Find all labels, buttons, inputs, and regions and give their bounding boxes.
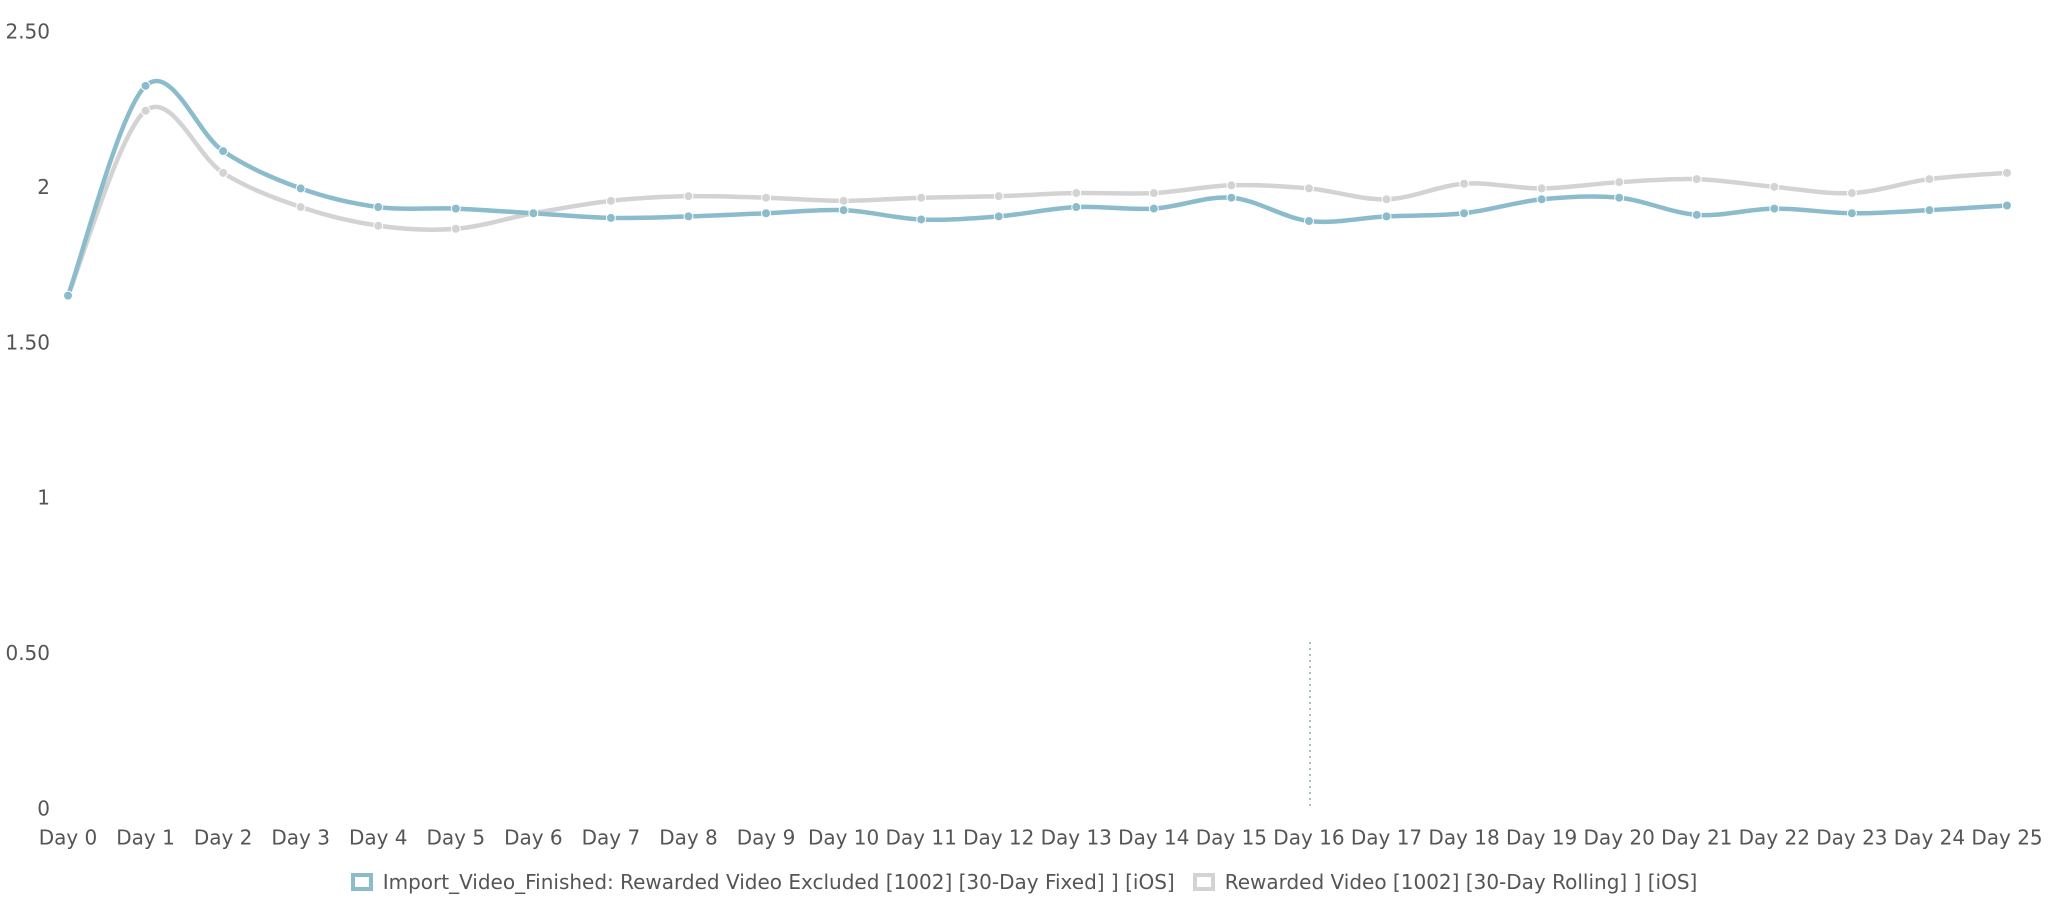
point <box>761 208 772 219</box>
point <box>1614 192 1625 203</box>
y-tick-label: 0 <box>37 797 50 821</box>
point <box>993 191 1004 202</box>
point <box>1148 203 1159 214</box>
x-tick-label: Day 13 <box>1041 826 1112 850</box>
point <box>1303 216 1314 227</box>
legend-item[interactable]: Rewarded Video [1002] [30-Day Rolling] ]… <box>1192 870 1698 894</box>
point <box>1071 188 1082 199</box>
point <box>1381 194 1392 205</box>
y-tick-label: 2.50 <box>5 20 50 44</box>
x-tick-label: Day 23 <box>1816 826 1887 850</box>
legend-label: Import_Video_Finished: Rewarded Video Ex… <box>382 870 1175 894</box>
x-tick-label: Day 4 <box>349 826 408 850</box>
x-tick-label: Day 0 <box>39 826 98 850</box>
point <box>295 202 306 213</box>
point <box>450 203 461 214</box>
point <box>1691 209 1702 220</box>
point <box>1459 178 1470 189</box>
x-tick-label: Day 2 <box>194 826 253 850</box>
x-tick-label: Day 11 <box>886 826 957 850</box>
point <box>1691 174 1702 185</box>
legend: Import_Video_Finished: Rewarded Video Ex… <box>0 870 2048 894</box>
point <box>683 211 694 222</box>
x-tick-label: Day 10 <box>808 826 879 850</box>
x-tick-label: Day 22 <box>1739 826 1810 850</box>
point <box>2002 167 2012 178</box>
point <box>295 183 306 194</box>
x-tick-label: Day 25 <box>1971 826 2042 850</box>
series-line <box>65 78 2008 297</box>
x-tick-label: Day 3 <box>271 826 330 850</box>
x-tick-label: Day 21 <box>1661 826 1732 850</box>
legend-swatch <box>1192 873 1215 891</box>
point <box>1614 177 1625 188</box>
x-tick-label: Day 12 <box>963 826 1034 850</box>
legend-swatch <box>350 873 373 891</box>
point <box>838 195 849 206</box>
point <box>993 211 1004 222</box>
point <box>1148 188 1159 199</box>
y-tick-label: 0.50 <box>5 641 50 665</box>
x-tick-label: Day 17 <box>1351 826 1422 850</box>
point <box>1226 192 1237 203</box>
y-tick-label: 1 <box>37 486 50 510</box>
x-tick-label: Day 14 <box>1118 826 1189 850</box>
point <box>218 146 229 157</box>
chart: 0 0.50 1 1.50 2 2.50 Day 0 Day 1 Day 2 Day 3 Day 4… <box>5 20 2042 850</box>
point <box>605 195 616 206</box>
y-tick-label: 2 <box>37 175 50 199</box>
x-tick-label: Day 7 <box>582 826 641 850</box>
legend-label: Rewarded Video [1002] [30-Day Rolling] ]… <box>1224 870 1698 894</box>
point <box>63 290 73 301</box>
x-tick-label: Day 15 <box>1196 826 1267 850</box>
point <box>761 192 772 203</box>
point <box>140 80 151 91</box>
x-tick-label: Day 18 <box>1428 826 1499 850</box>
y-tick-label: 1.50 <box>5 330 50 354</box>
point <box>916 214 927 225</box>
x-tick-label: Day 6 <box>504 826 563 850</box>
point <box>373 202 384 213</box>
point <box>1846 208 1857 219</box>
point <box>1303 183 1314 194</box>
point <box>373 220 384 231</box>
point <box>1536 194 1547 205</box>
x-tick-label: Day 8 <box>659 826 718 850</box>
point <box>1769 181 1780 192</box>
point <box>140 105 151 116</box>
x-tick-label: Day 5 <box>427 826 486 850</box>
x-tick-label: Day 9 <box>737 826 796 850</box>
point <box>1071 202 1082 213</box>
x-tick-label: Day 20 <box>1584 826 1655 850</box>
x-tick-label: Day 24 <box>1894 826 1965 850</box>
point <box>683 191 694 202</box>
point <box>838 205 849 216</box>
point <box>1536 183 1547 194</box>
point <box>1769 203 1780 214</box>
point <box>1846 188 1857 199</box>
point <box>1381 211 1392 222</box>
series-line <box>65 104 2008 297</box>
point <box>1226 180 1237 191</box>
legend-item[interactable]: Import_Video_Finished: Rewarded Video Ex… <box>350 870 1175 894</box>
point <box>1924 174 1935 185</box>
point <box>605 212 616 223</box>
point <box>528 208 539 219</box>
x-tick-label: Day 19 <box>1506 826 1577 850</box>
point <box>2002 200 2012 211</box>
point <box>1924 205 1935 216</box>
x-tick-label: Day 16 <box>1273 826 1344 850</box>
point <box>916 192 927 203</box>
x-tick-label: Day 1 <box>116 826 175 850</box>
point <box>450 223 461 234</box>
point <box>1459 208 1470 219</box>
point <box>218 167 229 178</box>
